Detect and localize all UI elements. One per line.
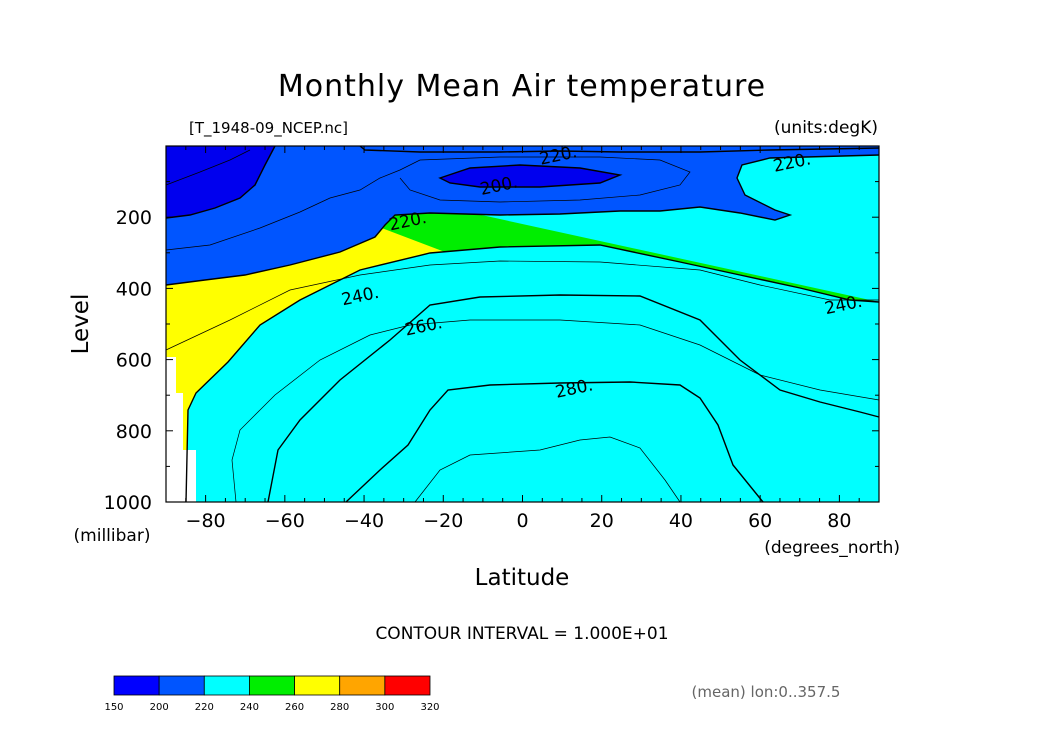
x-units-label: (degrees_north) <box>764 538 900 558</box>
colorbar-level-label: 240 <box>240 702 259 713</box>
y-axis-label: Level <box>68 294 94 355</box>
mean-note: (mean) lon:0..357.5 <box>692 683 841 701</box>
colorbar-level-label: 220 <box>195 702 214 713</box>
x-tick-label: 0 <box>516 510 528 532</box>
x-tick-label: −60 <box>265 510 305 532</box>
units-label: (units:degK) <box>774 118 878 138</box>
x-tick-label: −40 <box>344 510 384 532</box>
x-tick-label: −20 <box>423 510 463 532</box>
colorbar-swatch <box>249 675 295 696</box>
colorbar-swatch <box>294 675 341 696</box>
source-file-label: [T_1948-09_NCEP.nc] <box>189 119 348 138</box>
y-units-label: (millibar) <box>74 526 151 546</box>
colorbar-swatch <box>203 675 250 696</box>
colorbar-level-label: 260 <box>285 702 304 713</box>
colorbar-level-label: 280 <box>330 702 349 713</box>
region-blue <box>166 146 879 285</box>
contour-interval-label: CONTOUR INTERVAL = 1.000E+01 <box>375 624 668 644</box>
missing-data-area <box>166 357 196 502</box>
x-tick-labels: −80 −60 −40 −20 0 20 40 60 80 <box>186 510 852 532</box>
colorbar-level-label: 150 <box>104 702 123 713</box>
y-tick-label: 1000 <box>104 492 152 514</box>
region-darkblue <box>166 146 620 218</box>
colorbar-swatch <box>113 675 160 696</box>
colorbar-swatch <box>158 675 205 696</box>
y-tick-label: 600 <box>116 350 152 372</box>
colorbar-level-label: 320 <box>420 702 439 713</box>
y-tick-labels: 200 400 600 800 1000 <box>104 207 152 514</box>
y-tick-label: 200 <box>116 207 152 229</box>
region-cyan <box>166 146 879 502</box>
plot-area: 220. 220.200.220.240. 240.260.280. <box>165 142 880 503</box>
colorbar: 150 200 220 240 260 280 300 320 <box>104 675 440 713</box>
x-tick-label: 20 <box>590 510 614 532</box>
x-axis-label: Latitude <box>475 565 570 591</box>
colorbar-swatch <box>384 675 431 696</box>
colorbar-swatch <box>339 675 386 696</box>
x-tick-label: 40 <box>669 510 693 532</box>
chart-title: Monthly Mean Air temperature <box>278 69 766 104</box>
y-tick-label: 800 <box>116 421 152 443</box>
x-tick-label: 60 <box>748 510 772 532</box>
x-tick-label: −80 <box>186 510 226 532</box>
y-tick-label: 400 <box>116 278 152 300</box>
colorbar-level-label: 200 <box>150 702 169 713</box>
colorbar-level-label: 300 <box>375 702 394 713</box>
x-tick-label: 80 <box>827 510 851 532</box>
